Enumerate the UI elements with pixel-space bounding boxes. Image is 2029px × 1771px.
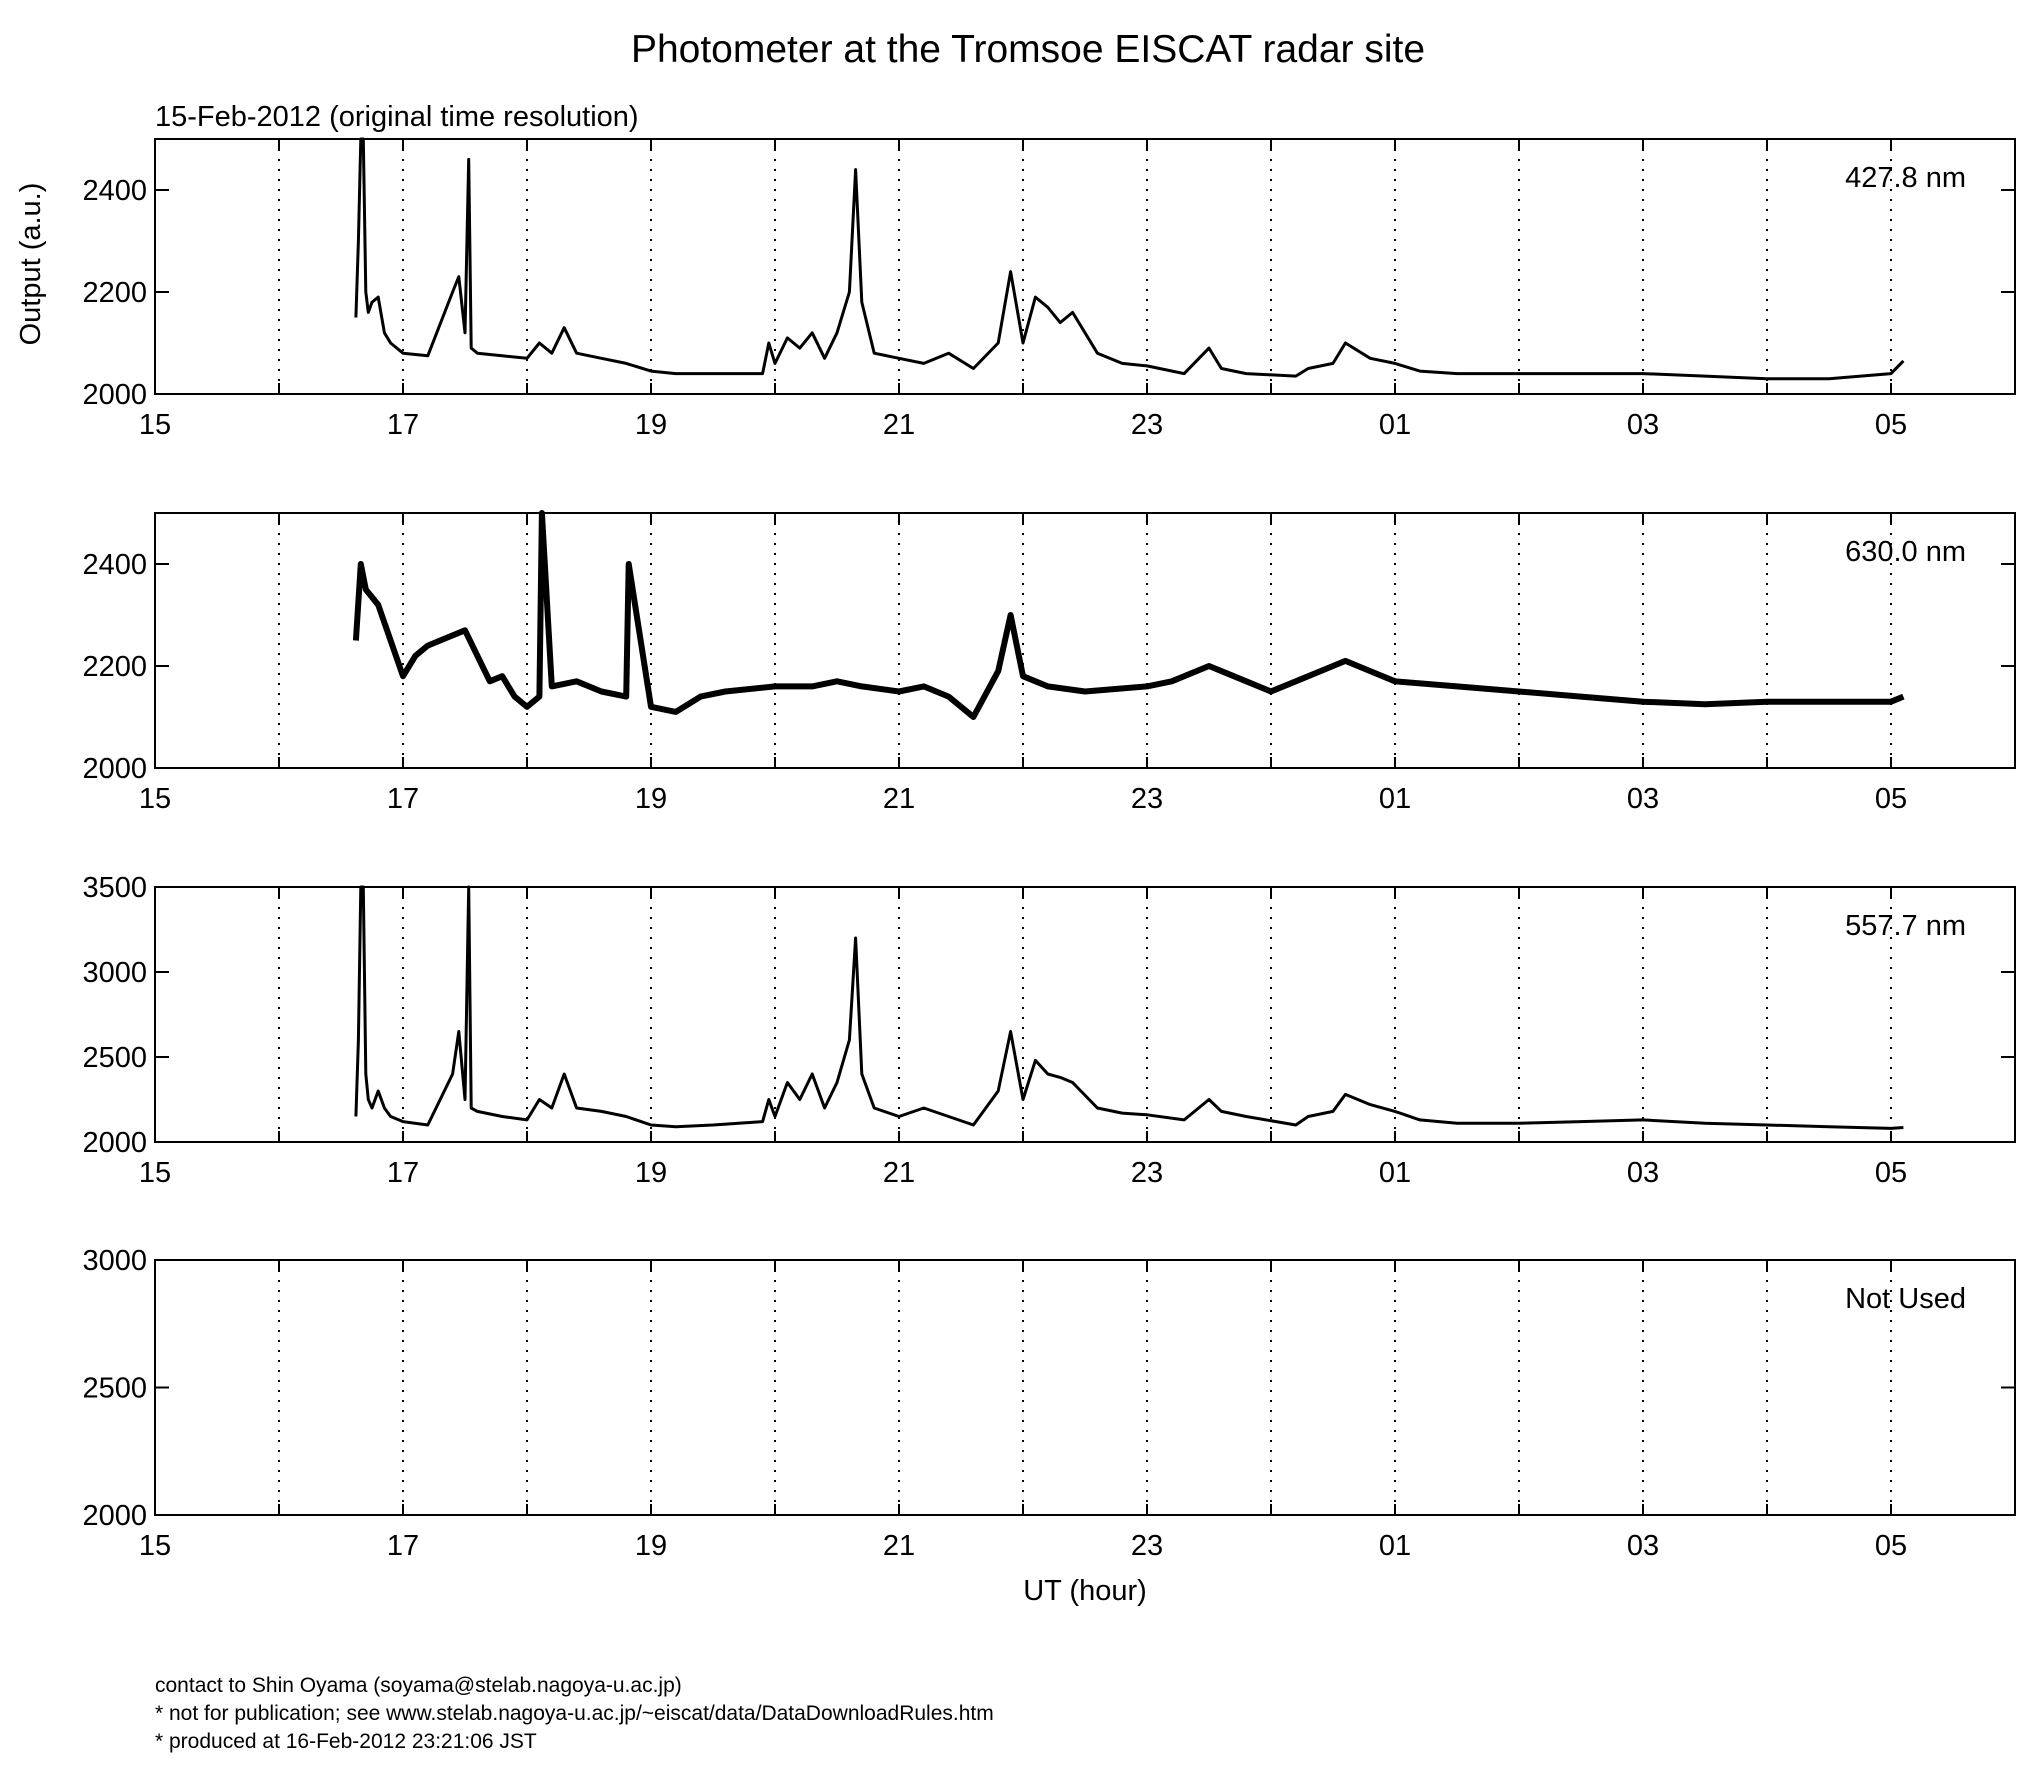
x-tick-label: 17	[387, 1530, 419, 1562]
x-tick-label: 05	[1875, 409, 1907, 441]
x-tick-label: 03	[1627, 783, 1659, 815]
x-tick-label: 17	[387, 783, 419, 815]
x-axis-label: UT (hour)	[1023, 1575, 1147, 1607]
x-tick-label: 01	[1379, 783, 1411, 815]
x-tick-label: 19	[635, 783, 667, 815]
x-tick-label: 05	[1875, 783, 1907, 815]
x-tick-label: 01	[1379, 1530, 1411, 1562]
x-tick-label: 15	[139, 783, 171, 815]
footer-produced: * produced at 16-Feb-2012 23:21:06 JST	[155, 1730, 537, 1753]
x-tick-label: 05	[1875, 1530, 1907, 1562]
panel-1: 15 17 19 21 23 01 03 05 2000 2200 2400 427.8 nm	[82, 137, 2016, 441]
x-tick-label: 23	[1131, 783, 1163, 815]
footer-notes: contact to Shin Oyama (soyama@stelab.nag…	[155, 1672, 994, 1756]
x-tick-label: 21	[883, 783, 915, 815]
x-tick-label: 01	[1379, 1157, 1411, 1189]
x-tick-label: 23	[1131, 1157, 1163, 1189]
y-tick-label: 2500	[82, 1373, 147, 1405]
footer-contact: contact to Shin Oyama (soyama@stelab.nag…	[155, 1674, 682, 1697]
x-tick-label: 17	[387, 1157, 419, 1189]
x-tick-label: 23	[1131, 409, 1163, 441]
axes-frame	[154, 886, 2016, 1143]
y-tick-label: 2400	[82, 175, 147, 207]
x-tick-label: 15	[139, 1157, 171, 1189]
y-tick-label: 2000	[82, 379, 147, 411]
x-tick-label: 15	[139, 409, 171, 441]
channel-label: Not Used	[1845, 1283, 1966, 1315]
axes-frame	[154, 512, 2016, 769]
y-tick-label: 2400	[82, 549, 147, 581]
y-tick-label: 2500	[82, 1042, 147, 1074]
y-tick-label: 3500	[82, 872, 147, 904]
y-tick-label: 3000	[82, 957, 147, 989]
series-line	[354, 137, 1905, 381]
figure-title: Photometer at the Tromsoe EISCAT radar s…	[631, 28, 1425, 71]
axes-frame	[154, 138, 2016, 395]
x-tick-label: 05	[1875, 1157, 1907, 1189]
x-tick-label: 21	[883, 1157, 915, 1189]
panel-3: 15 17 19 21 23 01 03 05 2000 2500 3000 3500 557.7 nm	[82, 872, 2016, 1189]
series-line	[354, 885, 1904, 1130]
x-tick-label: 19	[635, 409, 667, 441]
panels-group: 15 17 19 21 23 01 03 05 2000 2200 2400 427.8 nm 15 17…	[82, 137, 2016, 1562]
y-tick-label: 3000	[82, 1245, 147, 1277]
x-tick-label: 19	[635, 1157, 667, 1189]
x-tick-label: 15	[139, 1530, 171, 1562]
y-tick-label: 2000	[82, 753, 147, 785]
panel-4: 15 17 19 21 23 01 03 05 2000 2500 3000 Not Used	[82, 1245, 2016, 1562]
x-tick-label: 03	[1627, 1530, 1659, 1562]
figure-subtitle: 15-Feb-2012 (original time resolution)	[155, 101, 639, 133]
channel-label: 557.7 nm	[1845, 910, 1966, 942]
y-axis-label: Output (a.u.)	[15, 183, 47, 346]
x-tick-label: 03	[1627, 409, 1659, 441]
x-tick-label: 17	[387, 409, 419, 441]
channel-label: 630.0 nm	[1845, 536, 1966, 568]
y-tick-label: 2200	[82, 277, 147, 309]
x-tick-label: 23	[1131, 1530, 1163, 1562]
series-line	[352, 510, 1905, 720]
panel-2: 15 17 19 21 23 01 03 05 2000 2200 2400 630.0 nm	[82, 510, 2016, 815]
x-tick-label: 21	[883, 409, 915, 441]
axes-frame	[154, 1259, 2016, 1516]
x-tick-label: 03	[1627, 1157, 1659, 1189]
x-tick-label: 01	[1379, 409, 1411, 441]
y-tick-label: 2000	[82, 1127, 147, 1159]
y-tick-label: 2200	[82, 651, 147, 683]
y-tick-label: 2000	[82, 1500, 147, 1532]
channel-label: 427.8 nm	[1845, 162, 1966, 194]
x-tick-label: 19	[635, 1530, 667, 1562]
x-tick-label: 21	[883, 1530, 915, 1562]
footer-notice: * not for publication; see www.stelab.na…	[155, 1702, 994, 1725]
